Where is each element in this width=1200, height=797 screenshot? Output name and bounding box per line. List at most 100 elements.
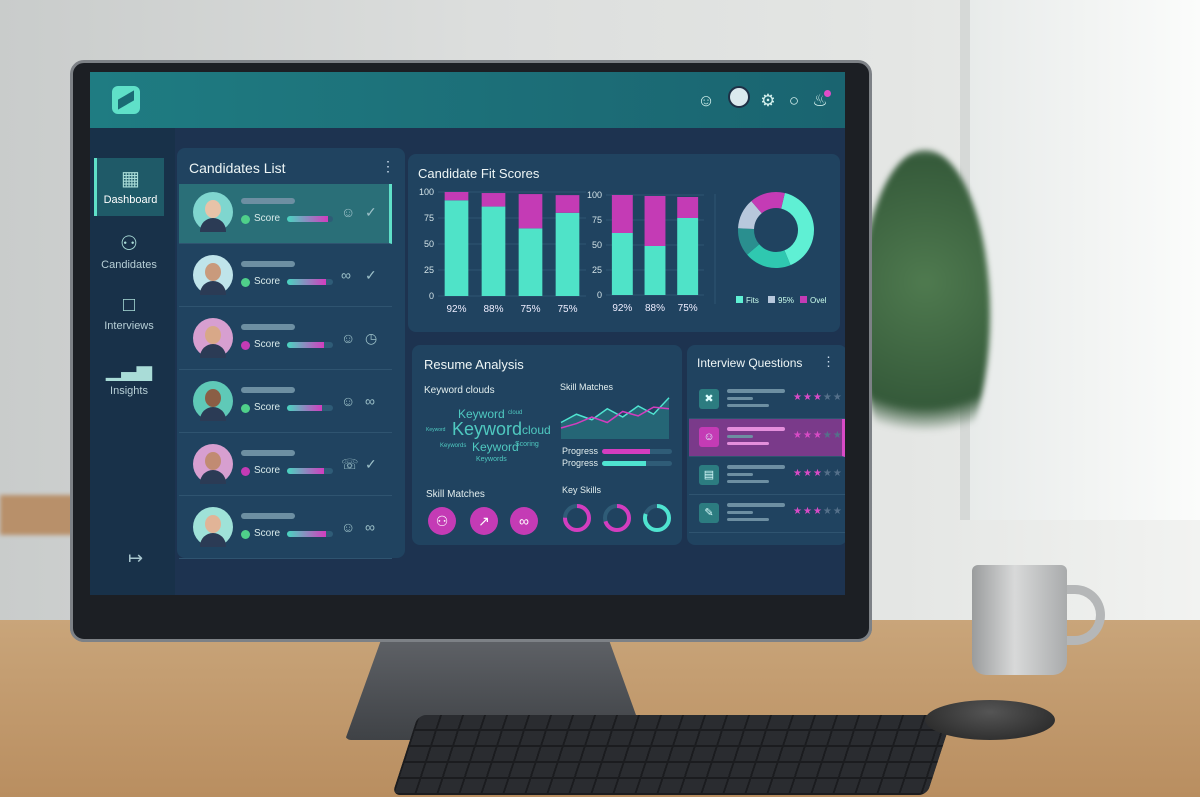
help-icon[interactable]: ○ — [788, 91, 800, 110]
candidate-name-placeholder — [241, 387, 295, 393]
key-skills-title: Key Skills — [562, 485, 602, 495]
donut-slice — [738, 228, 760, 255]
legend-swatch — [800, 296, 807, 303]
line-series — [560, 406, 670, 429]
avatar: .av4:after{background:#c18b72!important} — [193, 444, 233, 484]
candidate-row[interactable]: .av0:after{background:#e7c3a8!important}… — [179, 184, 392, 244]
donut-slice — [738, 201, 762, 229]
score-bar — [287, 468, 333, 474]
paperclip-icon[interactable]: ∞ — [341, 267, 351, 283]
user-icon[interactable]: ☺ — [341, 204, 356, 220]
rating-stars: ★★★★★ — [793, 468, 843, 479]
y-tick-label: 25 — [592, 265, 602, 275]
document-icon: ▤ — [699, 465, 719, 485]
sidebar-item-dashboard[interactable]: ▦ Dashboard — [94, 158, 164, 216]
progress-bar — [602, 449, 672, 454]
status-dot — [241, 278, 250, 287]
avatar: .av2:after{background:#d8a888!important} — [193, 318, 233, 358]
panel-title: Resume Analysis — [424, 357, 524, 372]
y-tick-label: 25 — [424, 265, 434, 275]
legend-label: Ovel — [810, 296, 827, 305]
candidate-row[interactable]: .av3:after{background:#8a5e45!important}… — [179, 373, 392, 433]
candidate-name-placeholder — [241, 198, 295, 204]
logo — [112, 86, 140, 114]
edit-icon: ✎ — [699, 503, 719, 523]
ring-progress — [643, 504, 671, 532]
gear-icon[interactable]: ⚙ — [760, 91, 776, 110]
more-icon[interactable]: ⋮ — [381, 158, 395, 174]
status-dot — [241, 467, 250, 476]
x-tick-label: 92% — [612, 303, 632, 314]
check-icon[interactable]: ✓ — [365, 267, 377, 283]
keyword: Keyword — [458, 407, 505, 421]
logout-icon[interactable]: ↦ — [128, 548, 144, 568]
check-icon[interactable]: ✓ — [365, 456, 377, 472]
question-row[interactable]: ✎ ★★★★★ — [689, 495, 845, 533]
paperclip-icon[interactable]: ∞ — [510, 507, 538, 535]
user-icon[interactable]: ☺ — [697, 91, 715, 110]
y-tick-label: 100 — [587, 190, 602, 200]
interview-questions-panel: Interview Questions ⋮ ✖ ★★★★★ ☺ ★★★★★ ▤ … — [687, 345, 845, 545]
sidebar-item-candidates[interactable]: ⚇ Candidates — [94, 223, 164, 281]
x-tick-label: 75% — [557, 304, 577, 315]
window — [960, 0, 1200, 520]
candidate-row[interactable]: .av5:after{background:#e1b497!important}… — [179, 499, 392, 559]
clock-icon[interactable]: ◷ — [365, 330, 378, 346]
question-text-placeholder — [727, 389, 785, 393]
y-tick-label: 100 — [419, 187, 434, 197]
sidebar-item-interviews[interactable]: □ Interviews — [94, 286, 164, 344]
candidate-row[interactable]: .av1:after{background:#c99a7c!important}… — [179, 247, 392, 307]
fit-scores-panel: Candidate Fit Scores 0 25 50 75 100 92% 88% 75%… — [408, 154, 840, 332]
avatar[interactable] — [728, 86, 750, 108]
panel-title: Interview Questions — [697, 356, 803, 370]
user-icon[interactable]: ☺ — [341, 519, 356, 535]
trend-chart-icon[interactable]: ↗ — [470, 507, 498, 535]
question-row[interactable]: ▤ ★★★★★ — [689, 457, 845, 495]
keyword: Keyword — [426, 427, 446, 433]
x-tick-label: 75% — [678, 303, 698, 314]
donut-slice — [781, 193, 814, 266]
paperclip-icon[interactable]: ∞ — [365, 519, 375, 535]
users-icon: ⚇ — [120, 233, 138, 255]
y-tick-label: 0 — [597, 290, 602, 300]
candidate-row[interactable]: .av2:after{background:#d8a888!important}… — [179, 310, 392, 370]
keyword: Scoring — [515, 441, 539, 448]
progress-bar — [602, 461, 672, 466]
score-bar — [287, 405, 333, 411]
x-tick-label: 92% — [446, 304, 466, 315]
user-icon[interactable]: ☺ — [341, 393, 356, 409]
tools-icon: ✖ — [699, 389, 719, 409]
y-tick-label: 50 — [592, 240, 602, 250]
sidebar-item-label: Insights — [110, 385, 148, 397]
keyword: cloud — [522, 423, 551, 437]
rating-stars: ★★★★★ — [793, 506, 843, 517]
rating-stars: ★★★★★ — [793, 430, 843, 441]
candidate-name-placeholder — [241, 450, 295, 456]
question-row[interactable]: ✖ ★★★★★ — [689, 381, 845, 419]
sidebar-item-label: Interviews — [104, 320, 154, 332]
score-label: Score — [254, 402, 281, 413]
paperclip-icon[interactable]: ∞ — [365, 393, 375, 409]
top-bar: ☺ ⚙ ○ ♨ — [90, 72, 845, 128]
question-text-placeholder — [727, 397, 753, 400]
bell-icon[interactable]: ♨ — [809, 90, 831, 112]
avatar: .av1:after{background:#c99a7c!important} — [193, 255, 233, 295]
check-icon[interactable]: ✓ — [365, 204, 377, 220]
users-icon[interactable]: ⚇ — [428, 507, 456, 535]
keyword: Keyword — [452, 419, 523, 439]
bar-segment — [518, 228, 543, 296]
user-icon[interactable]: ☺ — [341, 330, 356, 346]
candidate-row[interactable]: .av4:after{background:#c18b72!important}… — [179, 436, 392, 496]
question-row[interactable]: ☺ ★★★★★ — [689, 419, 845, 457]
y-tick-label: 0 — [429, 291, 434, 301]
y-tick-label: 75 — [424, 213, 434, 223]
keyword-cloud: Keyword cloud Keyword Keyword cloud Keyw… — [426, 403, 556, 473]
candidate-name-placeholder — [241, 324, 295, 330]
status-dot — [241, 404, 250, 413]
more-icon[interactable]: ⋮ — [822, 354, 835, 369]
bar-segment — [444, 200, 469, 296]
line-series — [560, 397, 670, 424]
sidebar-item-insights[interactable]: ▁▃▅ Insights — [94, 349, 164, 407]
phone-icon[interactable]: ☏ — [341, 456, 359, 472]
bar-segment — [611, 195, 633, 233]
